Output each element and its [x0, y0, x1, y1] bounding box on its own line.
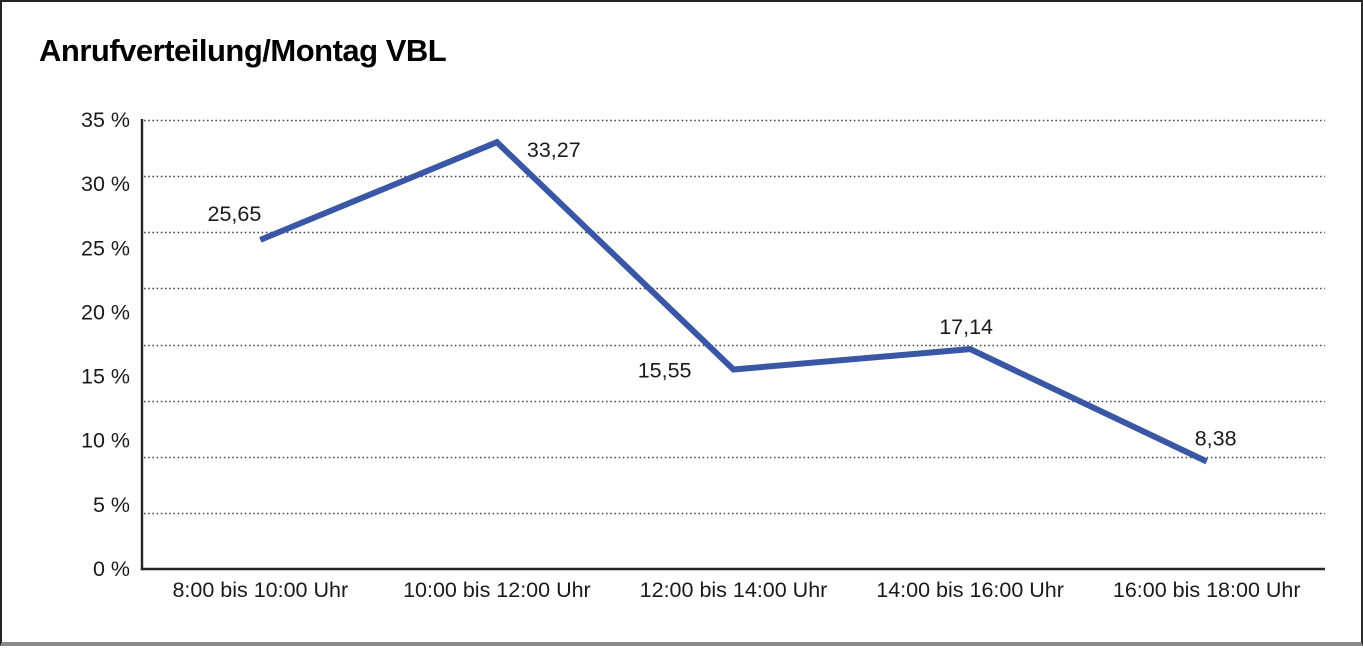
x-axis-label: 8:00 bis 10:00 Uhr	[172, 578, 348, 602]
data-point-label: 33,27	[527, 138, 581, 162]
y-axis-tick-label: 5 %	[93, 493, 130, 517]
data-line	[259, 138, 1208, 465]
y-axis-tick-label: 0 %	[93, 557, 130, 581]
x-axis-label: 14:00 bis 16:00 Uhr	[876, 578, 1064, 602]
x-axis-label: 10:00 bis 12:00 Uhr	[403, 578, 591, 602]
data-point-label: 8,38	[1195, 426, 1237, 450]
chart-title: Anrufverteilung/Montag VBL	[39, 33, 447, 68]
y-axis-tick-label: 10 %	[81, 429, 130, 453]
y-axis-tick-label: 25 %	[81, 236, 130, 260]
data-point-label: 25,65	[207, 202, 261, 226]
y-axis-tick-label: 15 %	[81, 365, 130, 389]
x-axis-label: 12:00 bis 14:00 Uhr	[640, 578, 828, 602]
data-point-label: 15,55	[638, 359, 692, 383]
y-axis-tick-label: 20 %	[81, 300, 130, 324]
y-axis-tick-label: 30 %	[81, 172, 130, 196]
data-point-label: 17,14	[939, 315, 993, 339]
x-axis-label: 16:00 bis 18:00 Uhr	[1113, 578, 1301, 602]
y-axis-tick-label: 35 %	[81, 108, 130, 132]
